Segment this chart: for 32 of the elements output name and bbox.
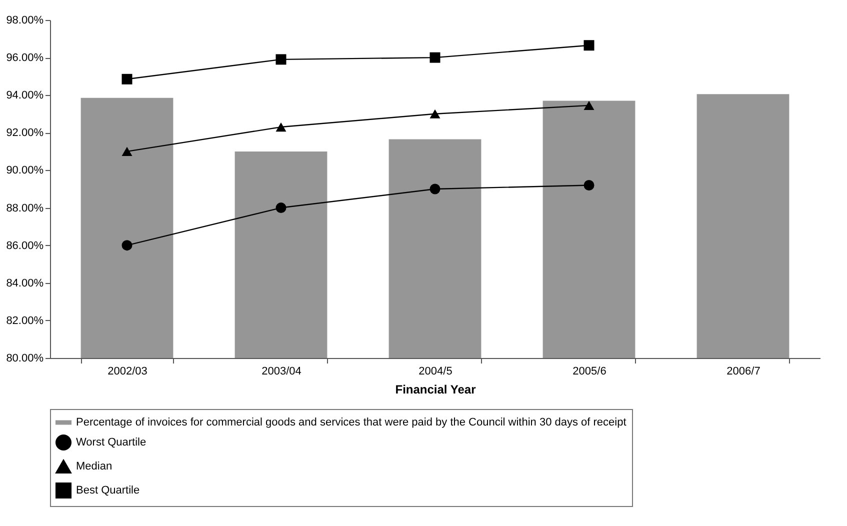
x-tick-label: 2005/6 [572, 366, 606, 378]
point [430, 184, 440, 194]
point [584, 100, 594, 110]
y-tick-label: 86.00% [6, 240, 44, 252]
legend-label: Median [76, 460, 112, 472]
y-tick-label: 84.00% [6, 277, 44, 290]
point [584, 180, 594, 190]
point [122, 240, 132, 251]
point [430, 52, 440, 63]
y-tick-label: 98.00% [6, 14, 44, 26]
point [276, 54, 286, 65]
point [122, 146, 132, 156]
point [584, 40, 594, 51]
x-tick-label: 2004/5 [418, 366, 452, 378]
x-tick-label: 2002/03 [108, 366, 148, 378]
y-tick-label: 90.00% [6, 164, 44, 177]
y-tick-label: 92.00% [6, 127, 44, 140]
x-tick-label: 2006/7 [726, 366, 760, 378]
legend-label: Best Quartile [76, 484, 140, 496]
point [430, 109, 440, 118]
point [122, 74, 132, 84]
x-tick-label: 2003/04 [262, 366, 302, 378]
y-tick-label: 88.00% [6, 202, 44, 214]
point [276, 122, 286, 132]
x-axis-title: Financial Year [395, 382, 476, 396]
y-tick-label: 96.00% [6, 52, 44, 64]
point [276, 202, 286, 214]
y-tick-label: 80.00% [6, 352, 44, 364]
legend-label: Worst Quartile [76, 436, 146, 448]
y-tick-label: 82.00% [6, 314, 44, 327]
y-tick-label: 94.00% [6, 90, 44, 102]
legend-label: Percentage of invoices for commercial goods and services that were paid by the Council within 30 days of receipt [76, 416, 626, 428]
